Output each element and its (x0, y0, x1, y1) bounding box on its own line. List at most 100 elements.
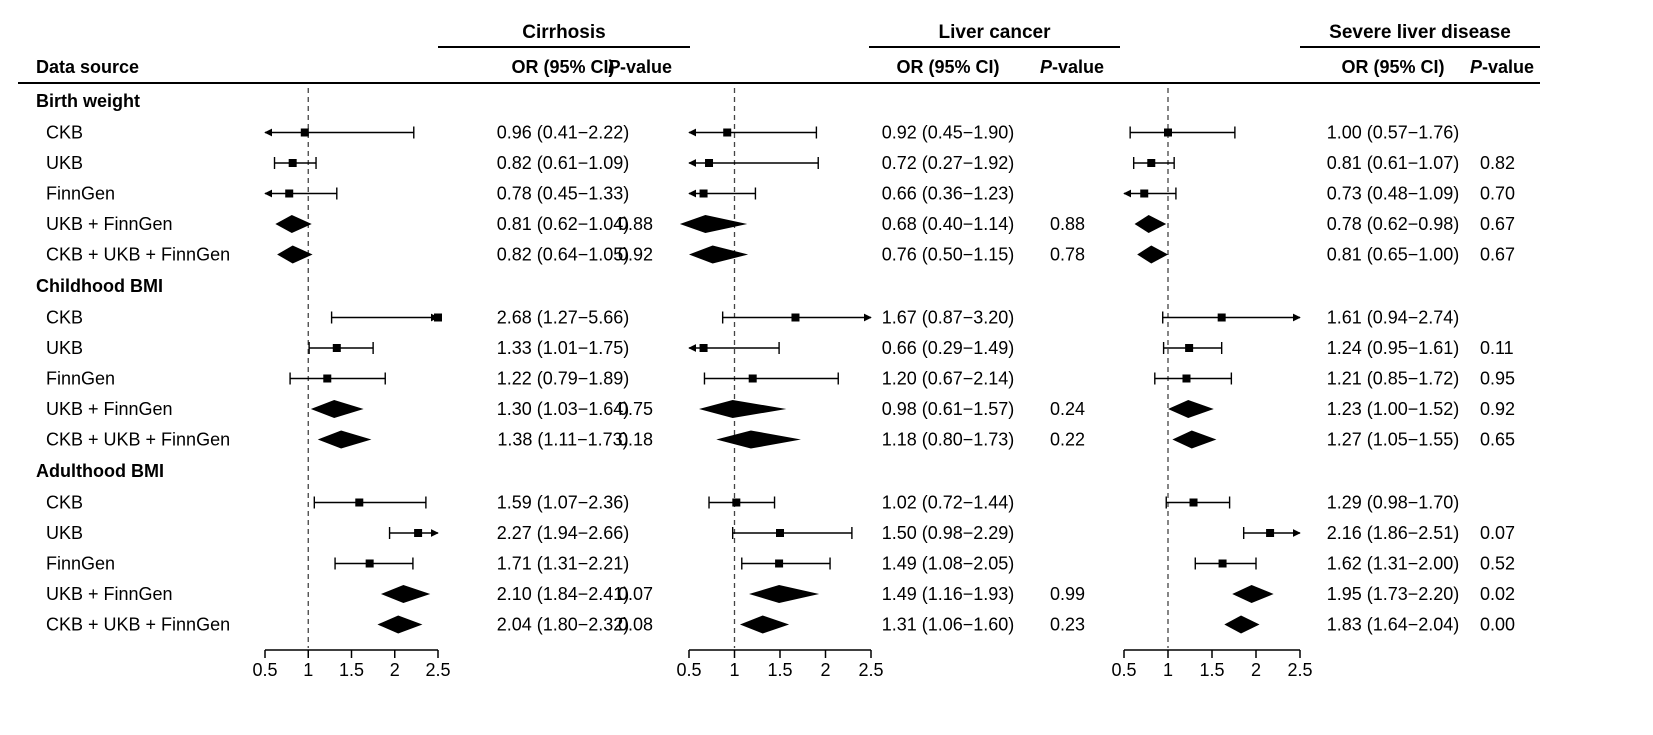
or-ci-value: 1.61 (0.94−2.74) (1327, 308, 1460, 328)
point-estimate (300, 128, 309, 137)
p-value: 0.18 (618, 430, 653, 450)
row-label: FinnGen (46, 554, 115, 574)
pooled-diamond (1137, 245, 1168, 264)
p-value: 0.99 (1050, 584, 1085, 604)
data-source-header: Data source (36, 57, 139, 77)
or-ci-value: 1.20 (0.67−2.14) (882, 369, 1015, 389)
or-ci-value: 1.21 (0.85−1.72) (1327, 369, 1460, 389)
p-value: 0.52 (1480, 554, 1515, 574)
x-tick-label: 1 (729, 660, 739, 680)
pooled-diamond (749, 585, 820, 603)
point-estimate (748, 374, 757, 383)
or-ci-value: 1.49 (1.08−2.05) (882, 554, 1015, 574)
point-estimate (791, 313, 800, 322)
or-ci-value: 0.82 (0.64−1.05) (497, 245, 630, 265)
x-tick-label: 2.5 (1287, 660, 1312, 680)
p-italic: P (1040, 57, 1053, 77)
x-tick-label: 1 (303, 660, 313, 680)
p-value: 0.07 (1480, 523, 1515, 543)
row-label: UKB (46, 523, 83, 543)
or-ci-value: 2.68 (1.27−5.66) (497, 308, 630, 328)
pooled-diamond (275, 215, 312, 233)
pooled-diamond (699, 400, 787, 418)
or-ci-value: 0.78 (0.62−0.98) (1327, 214, 1460, 234)
or-ci-value: 0.66 (0.29−1.49) (882, 338, 1015, 358)
or-ci-value: 1.31 (1.06−1.60) (882, 615, 1015, 635)
p-italic: P (608, 57, 621, 77)
point-estimate (1182, 374, 1191, 383)
pooled-diamond (1168, 400, 1214, 418)
pooled-diamond (689, 245, 749, 264)
x-tick-label: 0.5 (1111, 660, 1136, 680)
pooled-diamond (380, 585, 431, 603)
pooled-diamond (377, 615, 423, 634)
p-value: 0.67 (1480, 214, 1515, 234)
x-tick-label: 0.5 (252, 660, 277, 680)
pooled-diamond (317, 430, 372, 449)
or-ci-value: 0.96 (0.41−2.22) (497, 123, 630, 143)
or-ci-header: OR (95% CI) (1341, 57, 1444, 77)
point-estimate (1266, 529, 1275, 537)
point-estimate (323, 374, 332, 383)
or-ci-value: 1.02 (0.72−1.44) (882, 493, 1015, 513)
or-ci-value: 0.81 (0.62−1.04) (497, 214, 630, 234)
x-tick-label: 0.5 (676, 660, 701, 680)
or-ci-value: 1.00 (0.57−1.76) (1327, 123, 1460, 143)
row-label: CKB + UKB + FinnGen (46, 615, 230, 635)
point-estimate (1164, 128, 1172, 137)
row-label: FinnGen (46, 369, 115, 389)
p-value: 0.67 (1480, 245, 1515, 265)
point-estimate (775, 559, 784, 568)
pooled-diamond (716, 430, 801, 449)
p-value-header: P-value (1470, 57, 1534, 77)
pooled-diamond (679, 215, 748, 233)
pooled-diamond (1134, 215, 1167, 233)
point-estimate (355, 498, 364, 507)
p-value: 0.75 (618, 399, 653, 419)
p-suffix: -value (1482, 57, 1534, 77)
x-tick-label: 2 (390, 660, 400, 680)
p-value: 0.24 (1050, 399, 1085, 419)
or-ci-value: 1.33 (1.01−1.75) (497, 338, 630, 358)
or-ci-value: 1.62 (1.31−2.00) (1327, 554, 1460, 574)
point-estimate (732, 498, 741, 507)
p-value: 0.92 (1480, 399, 1515, 419)
point-estimate (699, 189, 708, 198)
or-ci-value: 1.95 (1.73−2.20) (1327, 584, 1460, 604)
p-suffix: -value (1052, 57, 1104, 77)
point-estimate (1218, 559, 1227, 568)
p-value: 0.00 (1480, 615, 1515, 635)
p-value: 0.07 (618, 584, 653, 604)
pooled-diamond (1172, 430, 1217, 449)
or-ci-value: 1.83 (1.64−2.04) (1327, 615, 1460, 635)
point-estimate (705, 159, 714, 167)
pooled-diamond (277, 245, 313, 264)
or-ci-value: 0.92 (0.45−1.90) (882, 123, 1015, 143)
point-estimate (1147, 159, 1156, 167)
p-value-header: P-value (608, 57, 672, 77)
p-value: 0.82 (1480, 153, 1515, 173)
x-tick-label: 2.5 (425, 660, 450, 680)
pooled-diamond (739, 615, 790, 634)
point-estimate (1217, 313, 1226, 322)
group-label: Birth weight (36, 91, 140, 111)
p-value: 0.23 (1050, 615, 1085, 635)
group-label: Childhood BMI (36, 276, 163, 296)
or-ci-value: 1.71 (1.31−2.21) (497, 554, 630, 574)
panel-title: Liver cancer (939, 22, 1052, 43)
pooled-diamond (1232, 585, 1274, 603)
point-estimate (285, 189, 294, 198)
p-value: 0.88 (1050, 214, 1085, 234)
x-tick-label: 1.5 (1199, 660, 1224, 680)
p-value: 0.78 (1050, 245, 1085, 265)
p-value: 0.08 (618, 615, 653, 635)
group-label: Adulthood BMI (36, 461, 164, 481)
or-ci-value: 0.66 (0.36−1.23) (882, 184, 1015, 204)
row-label: FinnGen (46, 184, 115, 204)
row-label: UKB + FinnGen (46, 214, 173, 234)
p-value: 0.88 (618, 214, 653, 234)
or-ci-value: 0.68 (0.40−1.14) (882, 214, 1015, 234)
or-ci-header: OR (95% CI) (896, 57, 999, 77)
point-estimate (1189, 498, 1198, 507)
